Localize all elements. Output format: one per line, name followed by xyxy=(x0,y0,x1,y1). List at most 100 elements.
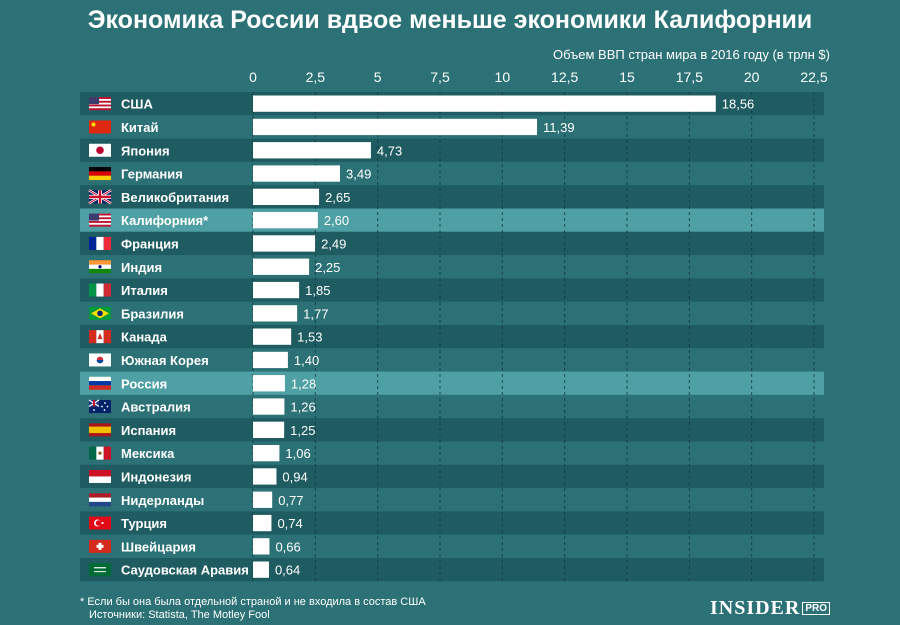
category-label: Италия xyxy=(121,283,168,298)
saudi-arabia-flag-icon xyxy=(89,563,111,577)
italy-flag-icon xyxy=(89,283,111,297)
china-flag-icon xyxy=(89,120,111,134)
value-label: 2,49 xyxy=(321,236,346,251)
category-label: Россия xyxy=(121,376,167,391)
category-label: Саудовская Аравия xyxy=(121,563,249,578)
x-tick-label: 2,5 xyxy=(306,69,326,85)
bar xyxy=(253,514,272,532)
category-label: Южная Корея xyxy=(121,353,209,368)
category-label: Франция xyxy=(121,236,179,251)
category-label: Турция xyxy=(121,516,167,531)
spain-flag-icon xyxy=(89,423,111,437)
bar xyxy=(253,165,341,182)
row-band xyxy=(80,255,824,279)
mexico-flag-icon xyxy=(89,446,111,460)
x-tick-label: 0 xyxy=(249,69,257,85)
netherlands-flag-icon xyxy=(89,493,111,507)
row-band xyxy=(80,278,824,302)
bar xyxy=(253,118,537,136)
value-label: 1,53 xyxy=(297,330,322,345)
bar xyxy=(253,398,285,415)
category-label: Бразилия xyxy=(121,306,184,321)
row-band xyxy=(80,231,824,256)
bar xyxy=(253,212,318,229)
value-label: 1,28 xyxy=(291,376,316,391)
category-label: Япония xyxy=(121,143,170,158)
value-label: 18,56 xyxy=(722,97,755,112)
canada-flag-icon xyxy=(89,330,111,344)
value-label: 1,06 xyxy=(285,446,310,461)
category-label: Китай xyxy=(121,120,159,135)
australia-flag-icon xyxy=(88,399,111,414)
bar xyxy=(253,328,292,345)
row-band xyxy=(80,418,824,442)
category-label: США xyxy=(121,97,153,112)
bar xyxy=(253,561,269,578)
row-band xyxy=(80,441,824,465)
bar xyxy=(253,142,371,159)
row-band xyxy=(80,138,824,162)
row-band xyxy=(80,325,824,349)
bar xyxy=(253,375,285,392)
x-tick-label: 10 xyxy=(495,69,511,85)
value-label: 11,39 xyxy=(543,120,575,135)
bar xyxy=(253,538,270,555)
value-label: 4,73 xyxy=(377,143,402,158)
row-band xyxy=(80,511,824,535)
chart-subtitle: Объем ВВП стран мира в 2016 году (в трлн… xyxy=(553,47,830,62)
category-label: Австралия xyxy=(121,400,191,415)
value-label: 1,77 xyxy=(303,306,328,321)
x-tick-label: 20 xyxy=(744,69,760,85)
value-label: 0,64 xyxy=(275,563,300,578)
x-tick-label: 22,5 xyxy=(800,69,827,85)
category-label: Великобритания xyxy=(121,190,229,205)
row-band xyxy=(80,394,824,419)
uk-flag-icon xyxy=(88,189,112,205)
us-flag-icon xyxy=(89,97,111,111)
japan-flag-icon xyxy=(89,143,111,157)
x-tick-label: 12,5 xyxy=(551,69,578,85)
germany-flag-icon xyxy=(89,167,111,181)
turkey-flag-icon xyxy=(89,516,111,530)
sources-note: Источники: Statista, The Motley Fool xyxy=(89,609,270,621)
bar xyxy=(253,421,285,438)
x-tick-label: 7,5 xyxy=(430,69,450,85)
bar xyxy=(253,258,310,275)
row-band xyxy=(80,371,824,395)
value-label: 1,26 xyxy=(290,400,315,415)
bar xyxy=(253,235,316,252)
logo-text: INSIDER xyxy=(709,597,801,619)
value-label: 2,65 xyxy=(325,190,350,205)
chart-title: Экономика России вдвое меньше экономики … xyxy=(87,6,813,34)
value-label: 1,40 xyxy=(294,353,319,368)
bar xyxy=(253,95,716,112)
logo-pro-badge: PRO xyxy=(802,602,830,615)
value-label: 0,66 xyxy=(275,539,300,554)
brazil-flag-icon xyxy=(89,306,111,320)
category-label: Канада xyxy=(121,330,168,345)
france-flag-icon xyxy=(89,236,111,250)
value-label: 0,94 xyxy=(282,469,307,484)
russia-flag-icon xyxy=(89,376,111,390)
category-label: Испания xyxy=(121,423,176,438)
footnote: * Если бы она была отдельной страной и н… xyxy=(80,596,426,608)
bar xyxy=(253,305,298,322)
value-label: 1,85 xyxy=(305,283,330,298)
category-label: Калифорния* xyxy=(121,213,209,228)
switzerland-flag-icon xyxy=(89,539,111,553)
value-label: 0,74 xyxy=(277,516,302,531)
x-tick-label: 17,5 xyxy=(676,69,703,85)
bar xyxy=(253,351,288,369)
value-label: 0,77 xyxy=(278,493,303,508)
row-band xyxy=(80,301,824,325)
value-label: 2,60 xyxy=(324,213,349,228)
bar xyxy=(253,281,300,299)
row-band xyxy=(80,161,824,186)
bar xyxy=(253,491,273,508)
indonesia-flag-icon xyxy=(89,469,111,483)
category-label: Индонезия xyxy=(121,469,192,484)
x-tick-label: 15 xyxy=(619,69,635,85)
x-tick-label: 5 xyxy=(374,69,382,85)
value-label: 2,25 xyxy=(315,260,340,275)
